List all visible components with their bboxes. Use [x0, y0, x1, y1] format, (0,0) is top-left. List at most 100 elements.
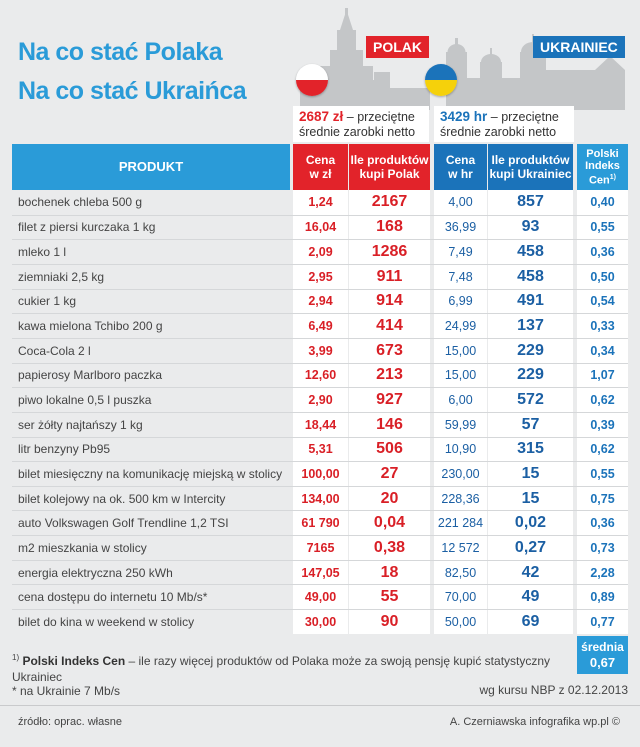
qty-ua: 93: [521, 218, 540, 236]
qty-ua: 229: [517, 341, 544, 359]
headline-poland: Na co stać Polaka: [18, 38, 223, 66]
price-uah: 15,00: [444, 343, 477, 358]
qty-pl: 90: [380, 612, 399, 630]
product-name: auto Volkswagen Golf Trendline 1,2 TSI: [18, 516, 229, 531]
footer-divider: [0, 705, 640, 706]
index-value: 0,39: [590, 417, 615, 432]
price-pln: 18,44: [304, 417, 337, 432]
price-pln: 1,24: [308, 195, 333, 210]
table-row: mleko 1 l 2,09 1286 7,49 458 0,36: [12, 239, 628, 264]
table-row: bochenek chleba 500 g 1,24 2167 4,00 857 0,40: [12, 190, 628, 215]
table-row: bilet miesięczny na komunikację miejską …: [12, 461, 628, 486]
index-value: 0,75: [590, 491, 615, 506]
price-uah: 7,48: [448, 269, 473, 284]
index-value: 0,62: [590, 442, 615, 457]
index-value: 0,62: [590, 393, 615, 407]
qty-pl: 414: [376, 317, 403, 335]
table-row: auto Volkswagen Golf Trendline 1,2 TSI 61…: [12, 510, 628, 535]
header-qty-pl: Ile produktów kupi Polak: [349, 144, 430, 190]
header-qty-pl-line2: kupi Polak: [359, 167, 420, 181]
poland-label: POLAK: [366, 36, 429, 58]
price-uah: 6,00: [448, 393, 473, 407]
index-value: 0,33: [590, 319, 615, 334]
header-price-uah: Cena w hr: [434, 144, 487, 190]
qty-pl: 0,04: [373, 514, 406, 532]
exchange-rate-note: wg kursu NBP z 02.12.2013: [479, 683, 628, 697]
product-name: Coca-Cola 2 l: [18, 343, 91, 358]
footnote-index-text: – ile razy więcej produktów od Polaka mo…: [12, 654, 551, 684]
product-name: cena dostępu do internetu 10 Mb/s*: [18, 590, 208, 605]
product-name: filet z piersi kurczaka 1 kg: [18, 220, 156, 235]
ukraine-salary-desc-2: średnie zarobki netto: [440, 125, 557, 139]
qty-ua: 857: [517, 193, 544, 211]
index-value: 2,28: [590, 565, 615, 580]
table-row: energia elektryczna 250 kWh 147,05 18 82,50…: [12, 559, 628, 585]
index-value: 0,36: [590, 245, 615, 260]
qty-ua: 0,27: [514, 538, 547, 556]
average-index-box: średnia 0,67: [577, 636, 628, 674]
price-pln: 5,31: [308, 442, 333, 457]
poland-salary-amount: 2687 zł: [299, 109, 344, 124]
price-pln: 2,90: [308, 393, 333, 407]
header-index-line1: Polski: [586, 147, 619, 160]
header-qty-ua-line2: kupi Ukrainiec: [489, 167, 572, 181]
table-row: bilet kolejowy na ok. 500 km w Intercity…: [12, 485, 628, 511]
product-name: bochenek chleba 500 g: [18, 195, 143, 210]
index-value: 0,34: [590, 343, 615, 358]
qty-ua: 69: [521, 612, 540, 630]
qty-pl: 213: [376, 366, 403, 384]
average-label: średnia: [581, 640, 624, 654]
qty-pl: 911: [376, 267, 403, 285]
table-row: ziemniaki 2,5 kg 2,95 911 7,48 458 0,50: [12, 263, 628, 289]
qty-ua: 458: [517, 243, 544, 261]
footnote-mark: 1): [12, 653, 20, 662]
qty-pl: 146: [376, 415, 403, 433]
table-row: piwo lokalne 0,5 l puszka 2,90 927 6,00 572 0…: [12, 387, 628, 412]
table-row: kawa mielona Tchibo 200 g 6,49 414 24,99 137…: [12, 313, 628, 338]
product-name: litr benzyny Pb95: [18, 442, 111, 457]
poland-salary: 2687 zł – przeciętne średnie zarobki net…: [293, 106, 429, 142]
price-pln: 147,05: [301, 565, 340, 580]
header-index: Polski Indeks Cen1): [577, 144, 628, 190]
qty-pl: 27: [380, 464, 399, 482]
index-value: 0,55: [590, 466, 615, 481]
index-value: 0,73: [590, 540, 615, 555]
qty-pl: 927: [376, 391, 403, 408]
header-price-pln: Cena w zł: [293, 144, 348, 190]
price-pln: 2,94: [308, 294, 333, 309]
price-uah: 4,00: [448, 195, 473, 210]
price-pln: 30,00: [304, 614, 337, 629]
poland-salary-desc-2: średnie zarobki netto: [299, 125, 416, 139]
header-qty-ua: Ile produktów kupi Ukrainiec: [488, 144, 573, 190]
qty-ua: 15: [521, 489, 540, 507]
price-pln: 2,95: [308, 269, 333, 284]
source-note: źródło: oprac. własne: [18, 716, 122, 728]
price-uah: 7,49: [448, 245, 473, 260]
table-row: papierosy Marlboro paczka 12,60 213 15,00 22…: [12, 362, 628, 388]
qty-pl: 506: [376, 440, 403, 458]
price-pln: 2,09: [308, 245, 333, 260]
qty-ua: 572: [517, 391, 544, 408]
price-uah: 70,00: [444, 590, 477, 605]
qty-pl: 55: [380, 588, 399, 606]
price-pln: 49,00: [304, 590, 337, 605]
qty-ua: 137: [517, 317, 544, 335]
product-name: piwo lokalne 0,5 l puszka: [18, 393, 152, 407]
header-price-pln-line2: w zł: [309, 167, 332, 181]
credit-note: A. Czerniawska infografika wp.pl ©: [449, 716, 620, 728]
header-index-line3: Cen: [588, 174, 610, 187]
price-uah: 82,50: [444, 565, 477, 580]
price-pln: 16,04: [304, 220, 337, 235]
ukraine-salary-desc-1: – przeciętne: [487, 110, 559, 124]
index-value: 1,07: [590, 368, 615, 383]
qty-pl: 0,38: [373, 538, 406, 556]
product-name: m2 mieszkania w stolicy: [18, 540, 147, 555]
qty-ua: 229: [517, 366, 544, 384]
qty-pl: 20: [380, 489, 399, 507]
price-uah: 228,36: [441, 491, 480, 506]
price-uah: 230,00: [441, 466, 480, 481]
index-value: 0,36: [590, 516, 615, 531]
product-name: mleko 1 l: [18, 245, 67, 260]
product-name: kawa mielona Tchibo 200 g: [18, 319, 163, 334]
